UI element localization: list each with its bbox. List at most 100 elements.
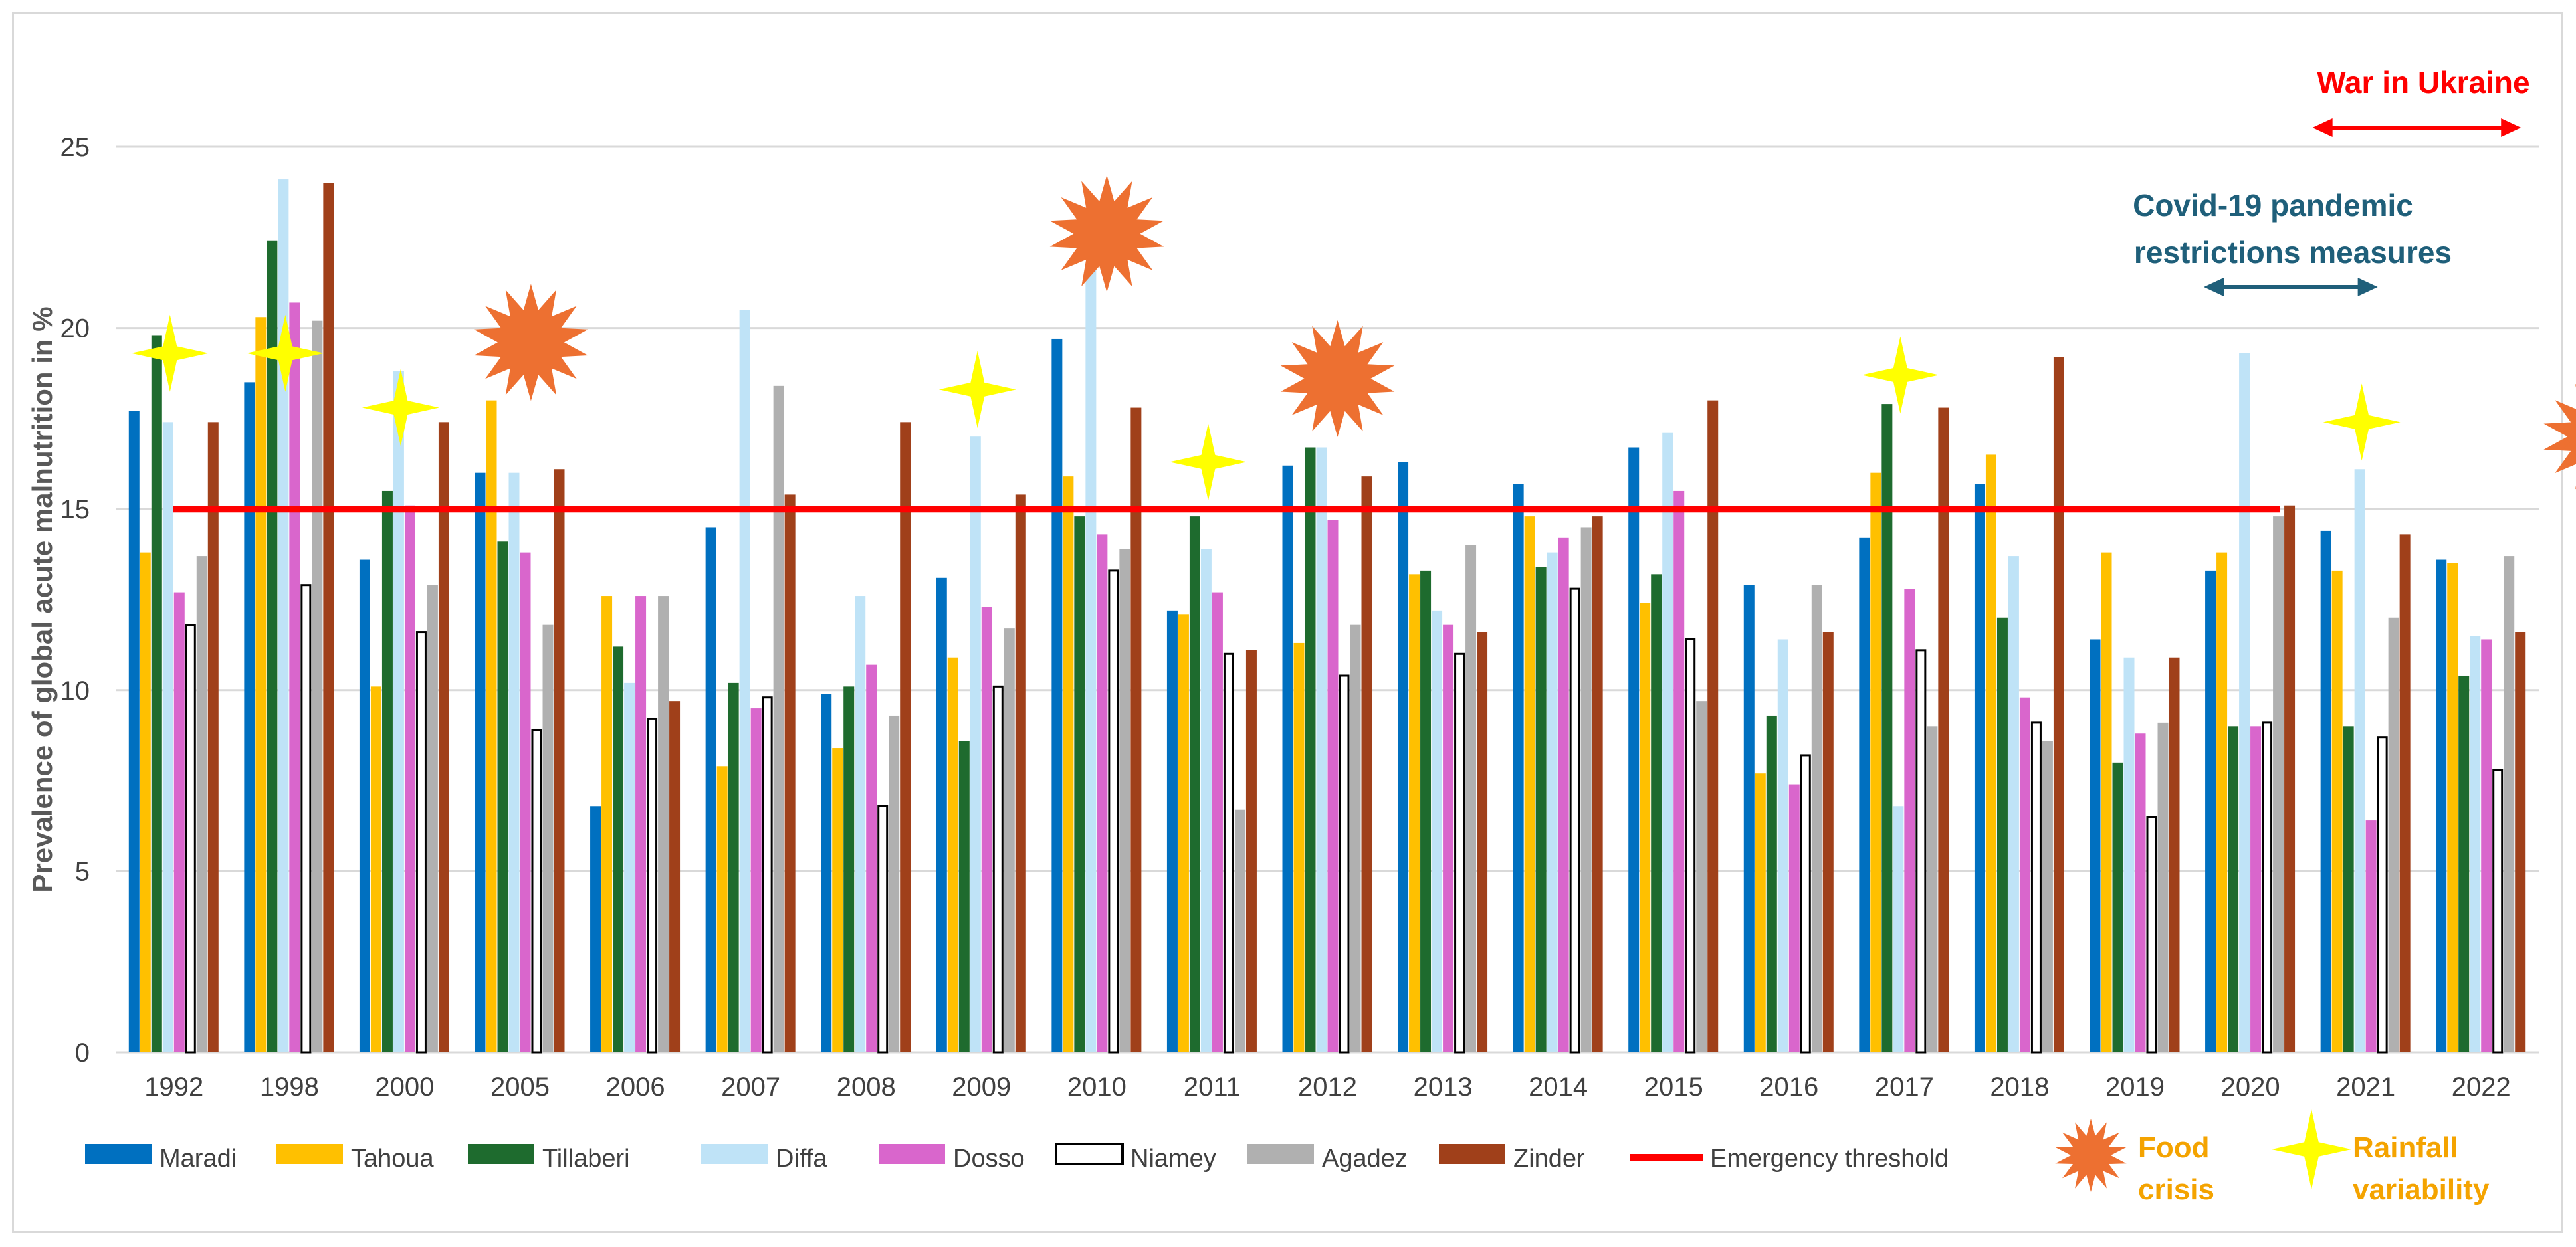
bar-maradi-2022 (2436, 559, 2447, 1052)
rainfall-variability-marker-2000 (362, 369, 439, 446)
bar-dosso-2006 (635, 596, 647, 1052)
bar-agadez-2021 (2388, 617, 2399, 1052)
y-tick-label: 10 (60, 676, 90, 706)
bar-agadez-2012 (1350, 624, 1361, 1052)
x-tick-label: 2011 (1184, 1072, 1241, 1102)
bar-dosso-2013 (1443, 624, 1454, 1052)
x-tick-label: 2010 (1067, 1072, 1127, 1102)
bar-diffa-1992 (162, 422, 173, 1052)
food-crisis-marker-2000 (474, 284, 588, 401)
bar-agadez-2007 (773, 385, 784, 1052)
bar-niamey-2019 (2146, 816, 2157, 1054)
bar-niamey-2006 (647, 718, 658, 1054)
bar-niamey-2022 (2492, 769, 2504, 1054)
x-tick-label: 2009 (952, 1072, 1011, 1102)
bar-diffa-2016 (1777, 639, 1788, 1052)
bar-zinder-2019 (2169, 657, 2180, 1052)
bar-niamey-2014 (1569, 587, 1580, 1054)
bar-agadez-1992 (196, 556, 207, 1052)
bar-zinder-2006 (669, 701, 681, 1052)
bar-maradi-2015 (1628, 447, 1640, 1052)
bar-diffa-1998 (278, 179, 289, 1052)
x-tick-label: 2021 (2336, 1072, 2395, 1102)
rainfall-variability-marker-2017 (1862, 336, 1939, 414)
legend-swatch-diffa (701, 1144, 768, 1164)
bar-tahoua-2020 (2216, 552, 2228, 1052)
bar-dosso-2017 (1904, 589, 1915, 1052)
bar-tahoua-2007 (716, 766, 728, 1052)
bar-agadez-2011 (1234, 809, 1245, 1052)
bar-tillaberi-2007 (728, 682, 739, 1052)
bar-zinder-2020 (2284, 505, 2296, 1052)
bar-tahoua-2018 (1985, 454, 1996, 1052)
bar-niamey-2012 (1339, 674, 1350, 1054)
bar-tahoua-2009 (947, 657, 958, 1052)
bar-diffa-2010 (1085, 270, 1097, 1052)
y-tick-label: 15 (60, 495, 90, 524)
y-axis-label: Prevalence of global acute malnutrition … (27, 306, 58, 892)
bar-niamey-2015 (1685, 638, 1696, 1054)
bar-agadez-2013 (1465, 545, 1477, 1052)
bar-zinder-2018 (2053, 357, 2064, 1052)
bar-diffa-2005 (508, 472, 520, 1052)
bar-tillaberi-1992 (151, 335, 162, 1052)
bar-maradi-2005 (475, 472, 486, 1052)
bar-dosso-2019 (2135, 733, 2146, 1052)
bar-tillaberi-2006 (613, 646, 624, 1052)
bar-agadez-2022 (2504, 556, 2515, 1052)
bar-dosso-2008 (866, 664, 877, 1052)
rainfall-variability-marker-1992 (131, 314, 209, 392)
legend-food-crisis-icon (2055, 1119, 2127, 1192)
bar-dosso-2011 (1212, 592, 1223, 1052)
food-crisis-marker-2012 (1280, 320, 1395, 437)
bar-zinder-2010 (1130, 407, 1142, 1052)
bar-tahoua-2011 (1178, 614, 1189, 1052)
bar-dosso-2021 (2365, 820, 2377, 1052)
x-tick-label: 1998 (260, 1072, 319, 1102)
bar-tillaberi-2000 (381, 490, 393, 1052)
bar-niamey-2013 (1454, 652, 1465, 1054)
bar-maradi-2013 (1398, 462, 1409, 1052)
bar-diffa-2017 (1893, 806, 1904, 1052)
bar-dosso-2005 (520, 552, 531, 1052)
bar-zinder-1992 (207, 422, 219, 1052)
bar-maradi-1992 (128, 411, 140, 1052)
bar-maradi-1998 (244, 382, 255, 1052)
x-tick-label: 2006 (606, 1072, 665, 1102)
bar-tahoua-2021 (2331, 570, 2343, 1052)
bar-maradi-2017 (1859, 537, 1870, 1052)
bar-tahoua-1998 (255, 317, 267, 1052)
bar-agadez-2010 (1119, 549, 1130, 1052)
bar-dosso-1992 (173, 592, 185, 1052)
bar-maradi-2016 (1743, 585, 1755, 1052)
bar-diffa-2015 (1662, 432, 1673, 1052)
x-tick-label: 2013 (1414, 1072, 1473, 1102)
bar-diffa-2020 (2239, 353, 2250, 1053)
bar-tillaberi-2011 (1189, 516, 1200, 1052)
legend-swatch-tahoua (276, 1144, 343, 1164)
bar-maradi-2020 (2205, 570, 2216, 1052)
bar-diffa-2011 (1200, 549, 1212, 1052)
y-tick-label: 20 (60, 314, 90, 343)
bar-maradi-2009 (936, 577, 947, 1052)
bar-agadez-2014 (1580, 527, 1592, 1052)
bar-maradi-2021 (2320, 530, 2331, 1052)
bar-diffa-2018 (2008, 556, 2019, 1052)
bar-niamey-1998 (300, 584, 312, 1054)
x-tick-label: 2019 (2105, 1072, 2165, 1102)
bar-tahoua-2012 (1293, 642, 1305, 1052)
bar-agadez-2009 (1004, 628, 1015, 1052)
bar-tahoua-2014 (1524, 516, 1535, 1052)
bar-tillaberi-2005 (497, 541, 508, 1052)
bar-zinder-2011 (1245, 650, 1257, 1052)
legend-food-crisis-label-1: Food (2138, 1131, 2210, 1164)
bar-zinder-2009 (1015, 494, 1026, 1052)
bar-maradi-2006 (590, 806, 601, 1052)
bar-tillaberi-2015 (1651, 574, 1662, 1052)
bar-tillaberi-2008 (843, 686, 855, 1052)
y-tick-label: 0 (75, 1038, 90, 1068)
rainfall-variability-marker-2009 (938, 351, 1016, 429)
bar-tillaberi-2013 (1420, 570, 1432, 1052)
x-tick-label: 2008 (837, 1072, 896, 1102)
bar-dosso-2015 (1673, 490, 1685, 1052)
